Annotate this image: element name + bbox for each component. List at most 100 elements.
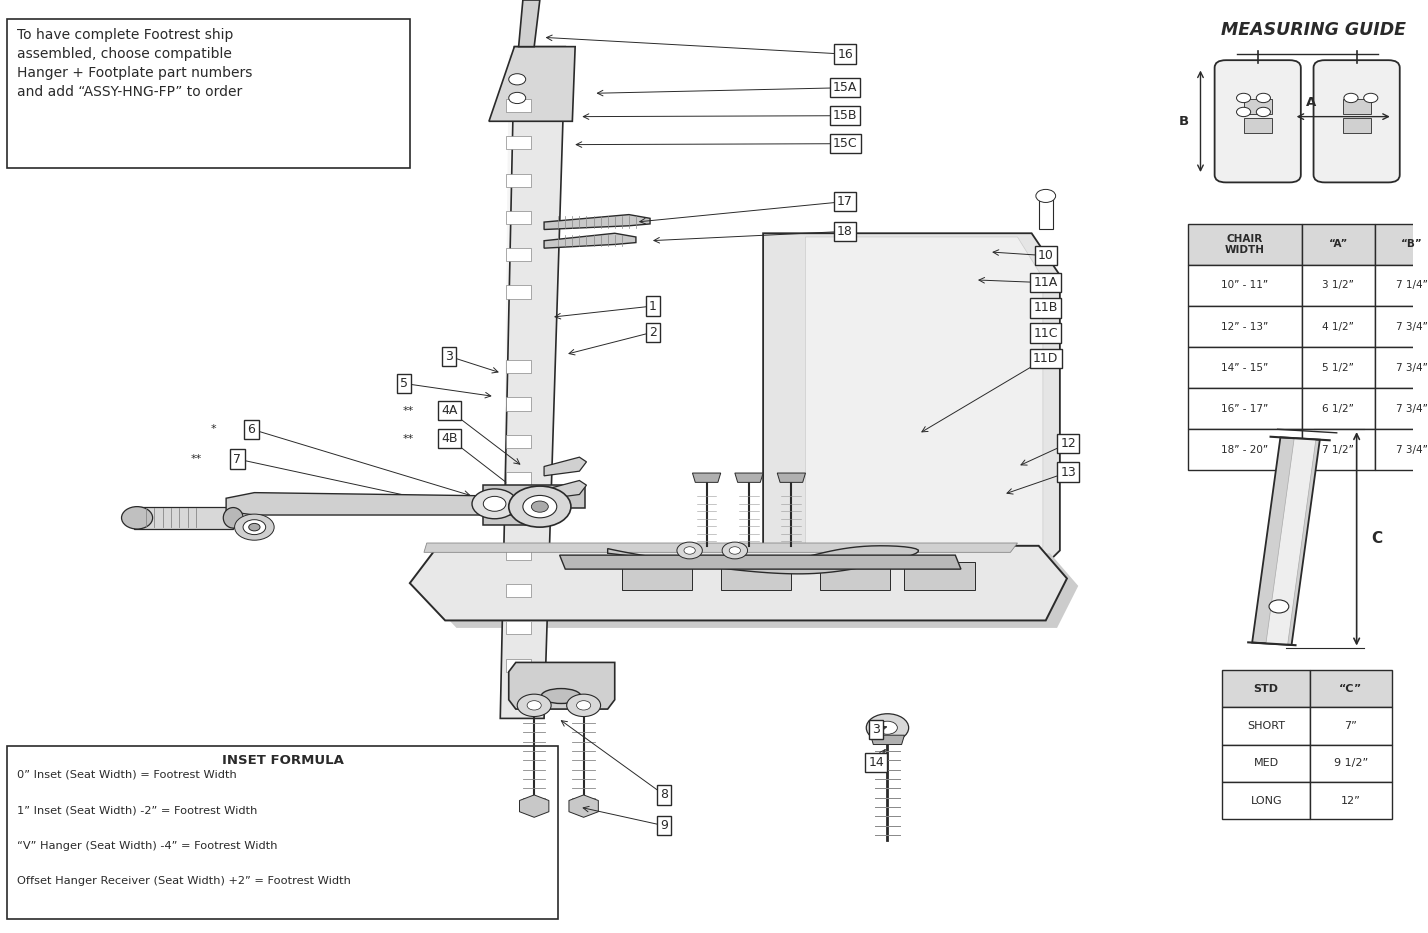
Text: 6: 6 <box>247 423 256 436</box>
Bar <box>1301 265 1375 306</box>
Bar <box>1309 707 1392 745</box>
Bar <box>506 509 531 522</box>
Bar <box>1301 347 1375 388</box>
Text: 3 1/2”: 3 1/2” <box>1322 281 1354 290</box>
Text: 0” Inset (Seat Width) = Footrest Width: 0” Inset (Seat Width) = Footrest Width <box>17 770 237 780</box>
Bar <box>506 248 531 261</box>
Circle shape <box>234 514 274 540</box>
Bar <box>506 211 531 224</box>
Circle shape <box>577 701 591 710</box>
Polygon shape <box>544 480 587 499</box>
Text: “V” Hanger (Seat Width) -4” = Footrest Width: “V” Hanger (Seat Width) -4” = Footrest W… <box>17 841 277 851</box>
Text: 16: 16 <box>837 48 853 61</box>
Text: A: A <box>1307 96 1317 109</box>
Bar <box>1188 429 1301 470</box>
Bar <box>506 397 531 411</box>
Circle shape <box>1237 107 1251 117</box>
Bar <box>1188 265 1301 306</box>
Text: 11C: 11C <box>1034 327 1058 340</box>
Bar <box>721 562 791 590</box>
Circle shape <box>723 542 748 559</box>
Bar <box>506 584 531 597</box>
Bar <box>1301 429 1375 470</box>
Text: 4 1/2”: 4 1/2” <box>1322 322 1354 331</box>
Bar <box>1375 265 1428 306</box>
Ellipse shape <box>121 507 153 529</box>
Text: 12” - 13”: 12” - 13” <box>1221 322 1268 331</box>
Text: 5 1/2”: 5 1/2” <box>1322 363 1354 372</box>
Polygon shape <box>1267 439 1315 645</box>
Text: **: ** <box>403 434 414 443</box>
Circle shape <box>1269 600 1289 613</box>
Bar <box>1188 388 1301 429</box>
Polygon shape <box>871 735 904 745</box>
Bar <box>904 562 975 590</box>
Circle shape <box>508 92 526 104</box>
Polygon shape <box>421 553 1078 628</box>
Circle shape <box>677 542 703 559</box>
Polygon shape <box>763 233 1060 578</box>
Circle shape <box>517 694 551 717</box>
Text: 7: 7 <box>233 453 241 466</box>
Circle shape <box>523 495 557 518</box>
FancyBboxPatch shape <box>1215 60 1301 183</box>
Text: 18: 18 <box>837 225 853 238</box>
Text: 7 3/4”: 7 3/4” <box>1395 363 1428 372</box>
Text: To have complete Footrest ship
assembled, choose compatible
Hanger + Footplate p: To have complete Footrest ship assembled… <box>17 28 253 99</box>
Ellipse shape <box>541 689 581 703</box>
Bar <box>7 19 410 168</box>
Bar <box>506 136 531 149</box>
Circle shape <box>483 496 506 511</box>
Circle shape <box>248 523 260 531</box>
Text: 15B: 15B <box>833 109 857 122</box>
Text: 10” - 11”: 10” - 11” <box>1221 281 1268 290</box>
Circle shape <box>243 520 266 535</box>
Bar <box>1301 306 1375 347</box>
Text: 8: 8 <box>660 788 668 801</box>
Text: Offset Hanger Receiver (Seat Width) +2” = Footrest Width: Offset Hanger Receiver (Seat Width) +2” … <box>17 876 351 886</box>
Polygon shape <box>735 473 763 482</box>
Circle shape <box>527 701 541 710</box>
Text: 12”: 12” <box>1341 796 1361 805</box>
Text: 18” - 20”: 18” - 20” <box>1221 445 1268 454</box>
Text: CHAIR
WIDTH: CHAIR WIDTH <box>1225 234 1265 255</box>
Text: 4A: 4A <box>441 404 457 417</box>
Bar <box>1375 347 1428 388</box>
Circle shape <box>730 547 741 554</box>
Polygon shape <box>608 546 918 574</box>
Text: 7 1/4”: 7 1/4” <box>1395 281 1428 290</box>
Bar <box>506 547 531 560</box>
Bar <box>1301 224 1375 265</box>
Bar <box>1375 429 1428 470</box>
Text: *: * <box>210 425 216 434</box>
Bar <box>1342 99 1371 114</box>
Bar <box>1342 118 1371 133</box>
Text: 11B: 11B <box>1034 301 1058 314</box>
Bar <box>1188 306 1301 347</box>
Polygon shape <box>518 0 540 47</box>
Bar <box>506 472 531 485</box>
Text: 7 1/2”: 7 1/2” <box>1322 445 1354 454</box>
Bar <box>7 746 558 919</box>
Text: 1: 1 <box>648 299 657 313</box>
Text: 9 1/2”: 9 1/2” <box>1334 759 1368 768</box>
Circle shape <box>1257 107 1271 117</box>
Text: 15A: 15A <box>833 81 857 94</box>
Circle shape <box>1344 93 1358 103</box>
Text: LONG: LONG <box>1251 796 1282 805</box>
Circle shape <box>878 721 897 734</box>
Bar <box>621 562 693 590</box>
Bar <box>506 621 531 634</box>
Polygon shape <box>410 546 1067 620</box>
Text: “A”: “A” <box>1328 240 1348 249</box>
Polygon shape <box>1252 438 1319 645</box>
Bar <box>134 507 233 529</box>
Bar <box>506 285 531 299</box>
Bar <box>1222 745 1309 782</box>
Polygon shape <box>500 47 565 718</box>
Bar <box>506 435 531 448</box>
Text: 13: 13 <box>1061 466 1077 479</box>
Text: STD: STD <box>1254 684 1278 693</box>
Text: 5: 5 <box>400 377 408 390</box>
Polygon shape <box>508 662 614 709</box>
